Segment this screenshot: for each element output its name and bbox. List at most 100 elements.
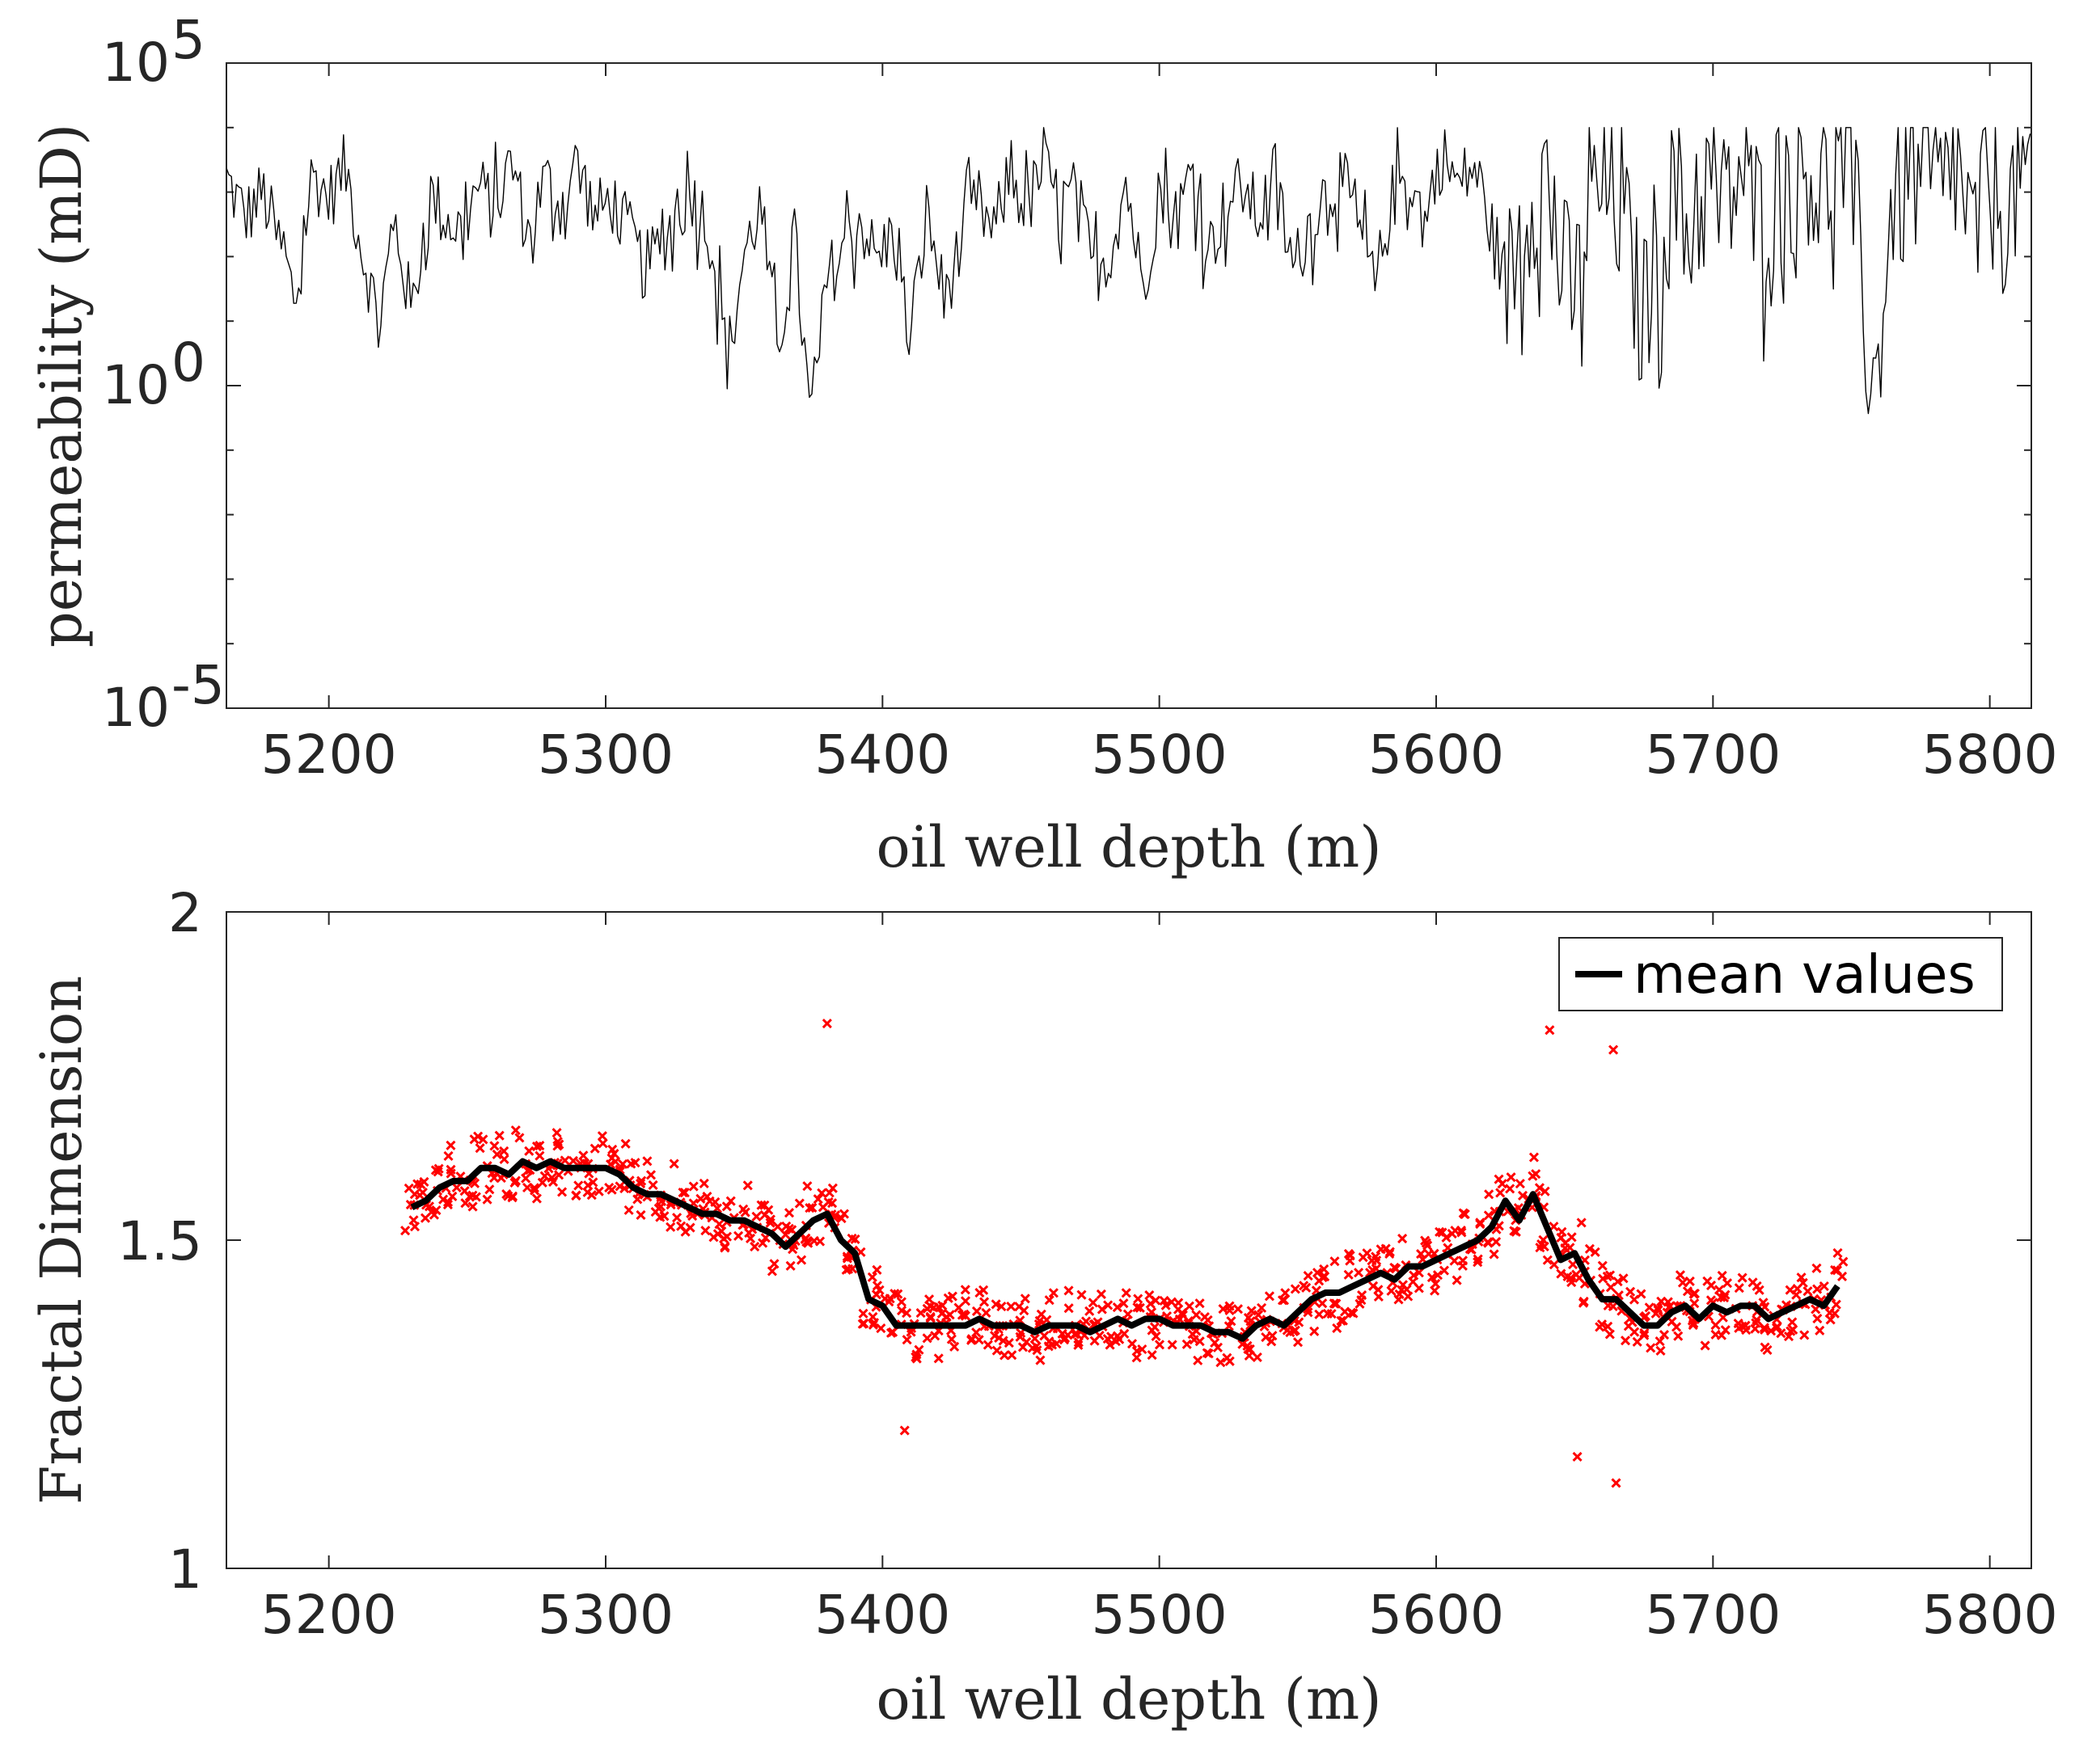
scatter-point bbox=[1540, 1186, 1550, 1196]
scatter-point bbox=[557, 1187, 568, 1197]
scatter-point bbox=[1534, 1183, 1545, 1193]
scatter-point bbox=[1646, 1343, 1656, 1353]
scatter-point bbox=[412, 1179, 423, 1189]
scatter-point bbox=[1734, 1323, 1744, 1333]
scatter-point bbox=[1336, 1315, 1346, 1326]
scatter-point bbox=[514, 1133, 525, 1143]
scatter-point bbox=[1393, 1294, 1404, 1305]
scatter-point bbox=[1226, 1316, 1236, 1327]
scatter-point bbox=[700, 1226, 711, 1236]
scatter-point bbox=[1245, 1344, 1255, 1355]
scatter-point bbox=[1215, 1357, 1226, 1368]
scatter-point bbox=[1194, 1336, 1205, 1347]
scatter-point bbox=[1632, 1336, 1642, 1347]
fractal-x-tick-label: 5300 bbox=[538, 1584, 674, 1646]
fractal-x-tick-label: 5800 bbox=[1922, 1584, 2058, 1646]
scatter-point bbox=[1016, 1327, 1026, 1338]
scatter-point bbox=[1414, 1283, 1424, 1293]
fractal-x-tick-label: 5600 bbox=[1368, 1584, 1504, 1646]
scatter-point bbox=[1097, 1304, 1107, 1315]
scatter-point bbox=[925, 1313, 936, 1323]
scatter-point bbox=[1376, 1244, 1386, 1255]
permeability-x-tick-label: 5500 bbox=[1092, 724, 1228, 786]
scatter-point bbox=[695, 1193, 706, 1204]
scatter-point bbox=[699, 1178, 709, 1189]
scatter-point bbox=[750, 1241, 760, 1252]
scatter-point bbox=[1535, 1243, 1545, 1253]
scatter-point bbox=[872, 1281, 882, 1291]
scatter-point bbox=[1788, 1324, 1798, 1335]
scatter-point bbox=[446, 1140, 456, 1150]
scatter-point bbox=[991, 1345, 1002, 1356]
scatter-point bbox=[1343, 1269, 1354, 1280]
scatter-point bbox=[888, 1327, 898, 1337]
legend-box bbox=[1558, 937, 2003, 1011]
scatter-point bbox=[1659, 1329, 1670, 1340]
scatter-point bbox=[781, 1221, 792, 1232]
scatter-point bbox=[1439, 1265, 1450, 1276]
permeability-y-tick-exponent: -5 bbox=[171, 654, 225, 716]
scatter-point bbox=[1103, 1300, 1114, 1310]
scatter-point bbox=[531, 1193, 542, 1204]
scatter-point bbox=[552, 1128, 562, 1138]
scatter-point bbox=[609, 1148, 619, 1159]
scatter-point bbox=[1484, 1189, 1494, 1200]
scatter-point bbox=[1118, 1298, 1129, 1309]
scatter-point bbox=[847, 1233, 857, 1244]
scatter-point bbox=[983, 1340, 993, 1350]
scatter-point bbox=[1096, 1289, 1106, 1299]
scatter-point bbox=[1048, 1288, 1059, 1298]
scatter-point bbox=[636, 1175, 647, 1186]
scatter-point bbox=[478, 1134, 488, 1145]
scatter-point bbox=[1112, 1302, 1122, 1313]
permeability-y-tick-label: 10 bbox=[102, 677, 170, 739]
scatter-point bbox=[922, 1333, 932, 1344]
fractal-x-ticks: 5200 5300 5400 5500 5600 5700 5800 bbox=[261, 912, 2058, 1646]
scatter-point bbox=[1319, 1264, 1329, 1275]
scatter-point bbox=[971, 1306, 983, 1317]
scatter-point bbox=[1421, 1238, 1431, 1248]
fractal-x-tick-label: 5700 bbox=[1645, 1584, 1781, 1646]
scatter-point bbox=[809, 1235, 819, 1247]
scatter-point bbox=[758, 1238, 768, 1248]
scatter-point bbox=[1722, 1278, 1733, 1289]
scatter-point bbox=[1348, 1308, 1359, 1319]
scatter-point bbox=[553, 1170, 564, 1180]
scatter-point bbox=[1430, 1285, 1440, 1296]
scatter-point bbox=[459, 1186, 470, 1196]
scatter-point bbox=[685, 1222, 695, 1233]
scatter-point bbox=[765, 1214, 775, 1225]
scatter-point bbox=[946, 1334, 957, 1344]
scatter-point bbox=[1416, 1248, 1426, 1260]
scatter-point bbox=[1717, 1270, 1727, 1281]
scatter-point bbox=[941, 1311, 952, 1323]
scatter-point bbox=[902, 1308, 912, 1319]
scatter-point bbox=[1309, 1326, 1320, 1336]
scatter-point bbox=[530, 1185, 540, 1196]
scatter-point bbox=[1212, 1342, 1223, 1353]
scatter-point bbox=[1137, 1344, 1147, 1355]
scatter-point bbox=[1357, 1289, 1367, 1301]
scatter-point bbox=[618, 1158, 628, 1169]
scatter-point bbox=[1584, 1243, 1595, 1254]
scatter-point bbox=[1232, 1304, 1244, 1315]
scatter-point bbox=[688, 1181, 699, 1192]
scatter-point bbox=[1542, 1255, 1553, 1265]
fractal-y-tick-label: 2 bbox=[168, 882, 202, 944]
scatter-point bbox=[1655, 1336, 1665, 1347]
scatter-point bbox=[719, 1234, 729, 1244]
scatter-point bbox=[981, 1307, 991, 1318]
scatter-point bbox=[1528, 1152, 1540, 1163]
scatter-point bbox=[1031, 1341, 1042, 1352]
scatter-point bbox=[447, 1191, 458, 1201]
scatter-point bbox=[1812, 1284, 1823, 1294]
scatter-point bbox=[1578, 1298, 1589, 1308]
scatter-point bbox=[785, 1260, 796, 1271]
scatter-point bbox=[489, 1141, 500, 1151]
scatter-point bbox=[784, 1208, 795, 1218]
scatter-point bbox=[597, 1131, 607, 1142]
scatter-point bbox=[1799, 1330, 1810, 1340]
scatter-point bbox=[1317, 1298, 1328, 1309]
scatter-point bbox=[499, 1146, 509, 1157]
